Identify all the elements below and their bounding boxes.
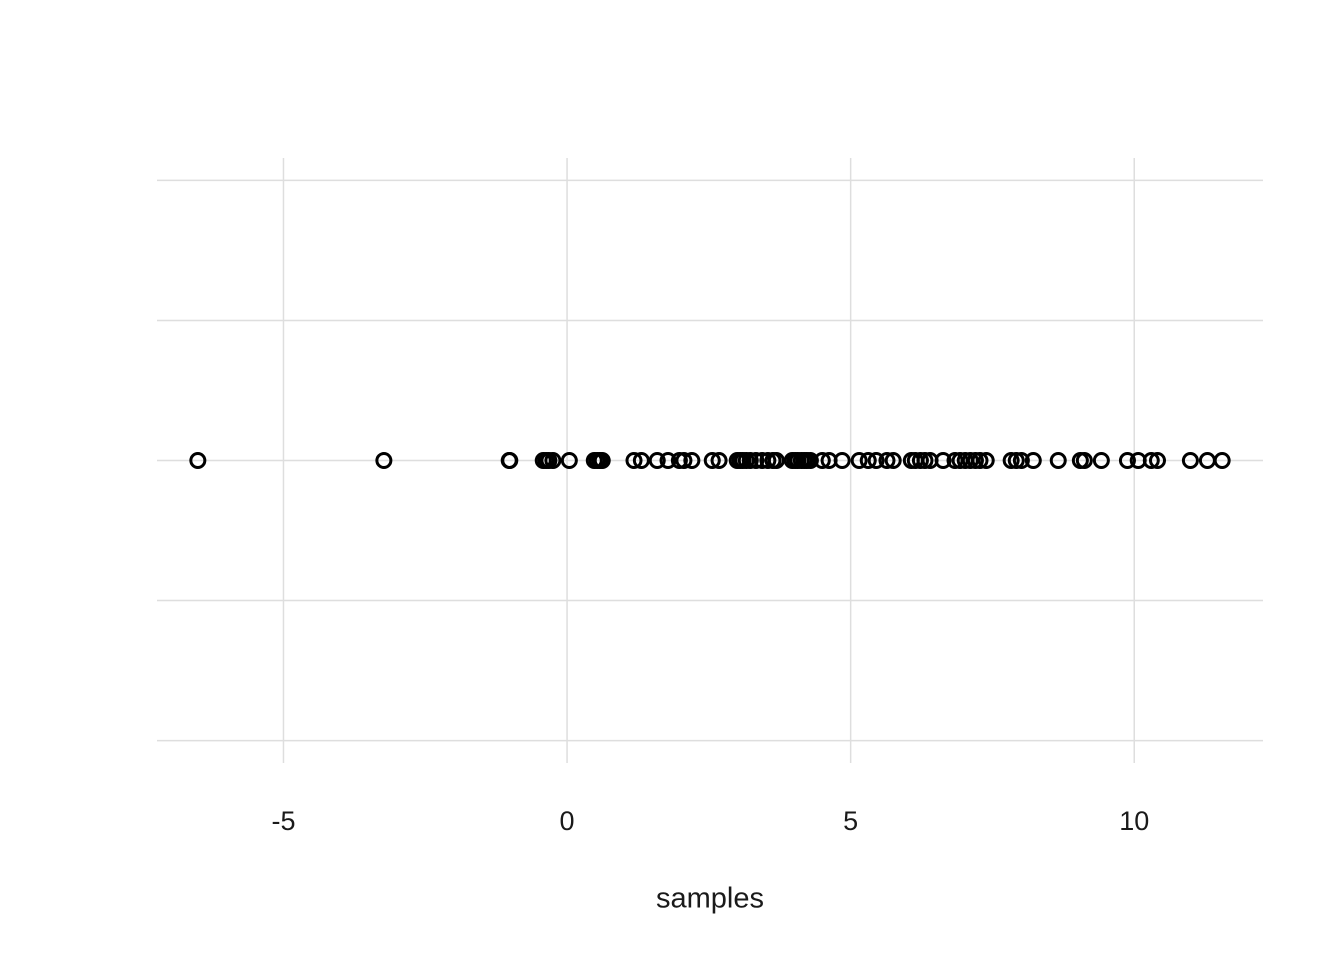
point bbox=[934, 452, 952, 469]
point bbox=[759, 452, 777, 469]
point bbox=[189, 452, 207, 469]
point bbox=[632, 452, 650, 469]
point bbox=[1024, 452, 1042, 469]
point bbox=[501, 452, 519, 469]
point bbox=[767, 452, 785, 469]
point bbox=[544, 452, 562, 469]
x-tick-label: 5 bbox=[843, 806, 858, 836]
point bbox=[1007, 452, 1025, 469]
point bbox=[1075, 452, 1093, 469]
point bbox=[675, 452, 693, 469]
point bbox=[1213, 452, 1231, 469]
point bbox=[884, 452, 902, 469]
point bbox=[867, 452, 885, 469]
point bbox=[850, 452, 868, 469]
point bbox=[961, 452, 979, 469]
point bbox=[593, 452, 611, 469]
point bbox=[1002, 452, 1020, 469]
point bbox=[801, 452, 819, 469]
point bbox=[977, 452, 995, 469]
point bbox=[878, 452, 896, 469]
point bbox=[813, 452, 831, 469]
point bbox=[859, 452, 877, 469]
point bbox=[625, 452, 643, 469]
x-tick-label: 0 bbox=[560, 806, 575, 836]
point bbox=[741, 452, 759, 469]
point bbox=[916, 452, 934, 469]
x-axis-label: samples bbox=[656, 883, 764, 915]
point bbox=[710, 452, 728, 469]
point bbox=[1149, 452, 1167, 469]
point bbox=[971, 452, 989, 469]
point bbox=[1118, 452, 1136, 469]
point bbox=[560, 452, 578, 469]
point bbox=[1142, 452, 1160, 469]
point bbox=[683, 452, 701, 469]
point bbox=[1049, 452, 1067, 469]
x-tick-label: -5 bbox=[271, 806, 295, 836]
point bbox=[648, 452, 666, 469]
point bbox=[747, 452, 765, 469]
point bbox=[703, 452, 721, 469]
point bbox=[375, 452, 393, 469]
x-tick-label: 10 bbox=[1119, 806, 1149, 836]
point bbox=[659, 452, 677, 469]
point bbox=[1181, 452, 1199, 469]
point bbox=[1092, 452, 1110, 469]
point bbox=[833, 452, 851, 469]
point bbox=[1012, 452, 1030, 469]
